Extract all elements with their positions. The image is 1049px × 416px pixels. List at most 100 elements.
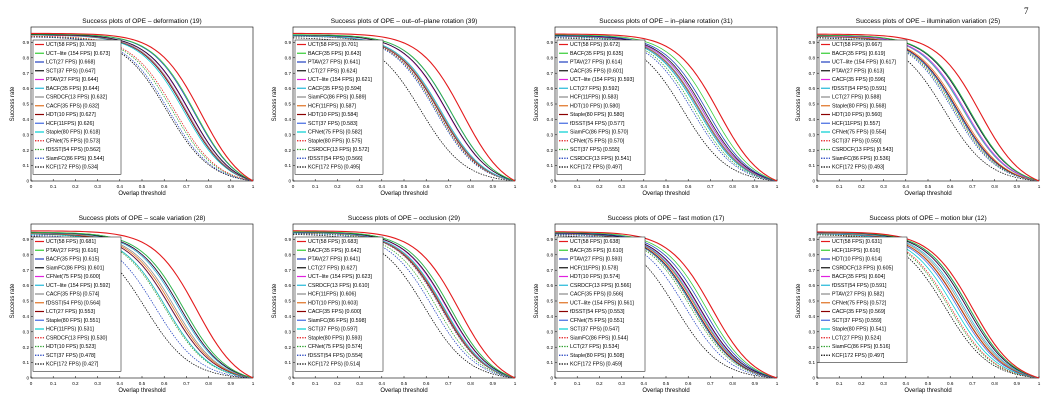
legend-entry: fDSST(54 FPS) [0.591] — [832, 86, 887, 92]
x-tick-label: 0.5 — [401, 381, 408, 386]
legend-entry: HCF(11FPS) [0.587] — [308, 103, 356, 109]
x-tick-label: 0.4 — [641, 184, 648, 189]
legend-entry: UCT–lite (154 FPS) [0.623] — [308, 274, 372, 280]
series-line — [30, 233, 254, 379]
legend-entry: CSRDCF(13 FPS) [0.566] — [570, 283, 631, 289]
x-tick-label: 0.4 — [379, 381, 386, 386]
y-tick-label: 0.9 — [285, 237, 292, 242]
chart-panel: Success plots of OPE – fast motion (17) 0… — [529, 212, 791, 402]
legend-entry: HDT(10 FPS) [0.523] — [46, 344, 96, 350]
legend-entry: fDSST(54 FPS) [0.553] — [570, 309, 625, 315]
x-tick-label: 1 — [514, 184, 517, 189]
x-tick-label: 0.3 — [880, 184, 887, 189]
chart-title: Success plots of OPE – occlusion (29) — [348, 215, 460, 222]
x-axis-label: Overlap threshold — [118, 388, 165, 394]
legend-entry: CACF(35 FPS) [0.594] — [308, 86, 362, 92]
x-tick-label: 0.6 — [423, 184, 430, 189]
legend-entry: LCT(27 FPS) [0.668] — [46, 60, 95, 66]
legend-entry: UCT–lite (154 FPS) [0.673] — [46, 51, 110, 57]
x-tick-label: 0.1 — [836, 381, 843, 386]
y-tick-label: 0 — [288, 179, 291, 184]
legend-entry: SCT(37 FPS) [0.478] — [46, 353, 96, 359]
legend-entry: HCF(11FPS) [0.583] — [570, 95, 618, 101]
y-tick-label: 0.8 — [285, 252, 292, 257]
y-tick-label: 0.7 — [285, 71, 292, 76]
y-tick-label: 0 — [288, 376, 291, 381]
legend-entry: UCT–lite (154 FPS) [0.593] — [570, 77, 634, 83]
y-tick-label: 0.9 — [23, 40, 30, 45]
chart-panel: Success plots of OPE – occlusion (29) 0 0.… — [267, 212, 529, 402]
x-tick-label: 0.9 — [490, 184, 497, 189]
legend-entry: BACF(35 FPS) [0.644] — [46, 86, 100, 92]
legend-entry: KCF(172 FPS) [0.534] — [46, 165, 99, 171]
x-tick-label: 0.7 — [707, 184, 714, 189]
y-tick-label: 0.1 — [547, 360, 554, 365]
legend-entry: BACF(35 FPS) [0.642] — [308, 248, 362, 254]
legend-entry: CFNet(75 FPS) [0.574] — [308, 344, 363, 350]
y-tick-label: 0.4 — [809, 117, 816, 122]
legend-entry: HDT(10 FPS) [0.560] — [832, 112, 882, 118]
y-tick-label: 0.6 — [285, 283, 292, 288]
x-tick-label: 0.9 — [1014, 184, 1021, 189]
y-tick-label: 0.5 — [285, 102, 292, 107]
x-tick-label: 0.2 — [858, 381, 865, 386]
legend-entry: Staple(80 FPS) [0.508] — [570, 353, 624, 359]
x-tick-label: 0 — [30, 184, 33, 189]
x-tick-label: 0.8 — [729, 184, 736, 189]
legend-entry: BACF(35 FPS) [0.643] — [308, 51, 362, 57]
legend-box — [294, 236, 384, 372]
success-plot: Success plots of OPE – in–plane rotation… — [534, 18, 779, 197]
y-tick-label: 0.5 — [809, 102, 816, 107]
y-tick-label: 0.7 — [23, 268, 30, 273]
x-axis-label: Overlap threshold — [642, 388, 689, 394]
legend-entry: BACF(35 FPS) [0.615] — [46, 257, 100, 263]
legend-entry: CACF(35 FPS) [0.596] — [832, 77, 886, 83]
x-tick-label: 0.2 — [858, 184, 865, 189]
legend-entry: CACF(35 FPS) [0.600] — [308, 309, 362, 315]
y-tick-label: 0.2 — [23, 345, 30, 350]
page-number: 7 — [1024, 6, 1029, 16]
x-tick-label: 0 — [816, 184, 819, 189]
y-tick-label: 0 — [550, 376, 553, 381]
chart-title: Success plots of OPE – in–plane rotation… — [599, 18, 732, 25]
legend-entry: BACF(35 FPS) [0.604] — [832, 274, 886, 280]
legend-entry: CFNet(75 FPS) [0.551] — [570, 318, 625, 324]
legend-entry: CFNet(75 FPS) [0.573] — [46, 138, 101, 144]
y-axis-label: Success rate — [10, 283, 16, 318]
y-tick-label: 0.2 — [809, 148, 816, 153]
y-tick-label: 0.1 — [285, 163, 292, 168]
legend-entry: PTAV(27 FPS) [0.644] — [46, 77, 98, 83]
series-line — [292, 234, 516, 379]
legend-entry: SCT(37 FPS) [0.597] — [308, 327, 358, 333]
series-line — [30, 35, 254, 182]
y-tick-label: 0.6 — [23, 86, 30, 91]
x-tick-label: 0.9 — [490, 381, 497, 386]
y-tick-label: 0.3 — [809, 132, 816, 137]
success-plot: Success plots of OPE – out–of–plane rota… — [272, 18, 517, 197]
y-axis-label: Success rate — [796, 86, 802, 121]
legend-entry: HDT(10 FPS) [0.584] — [308, 112, 358, 118]
chart-panel: Success plots of OPE – in–plane rotation… — [529, 15, 791, 205]
legend: UCT(58 FPS) [0.631] HCF(11FPS) [0.616] HDT… — [818, 236, 908, 363]
y-tick-label: 0.7 — [809, 268, 816, 273]
x-tick-label: 0.3 — [880, 381, 887, 386]
legend-entry: KCF(172 FPS) [0.514] — [308, 362, 361, 368]
chart-title: Success plots of OPE – motion blur (12) — [869, 215, 986, 222]
x-tick-label: 0.8 — [991, 184, 998, 189]
series-line — [554, 36, 778, 182]
x-tick-label: 1 — [1038, 184, 1041, 189]
legend-entry: HDT(10 FPS) [0.627] — [46, 112, 96, 118]
series-line — [292, 32, 516, 182]
legend-entry: HCF(11FPS) [0.531] — [46, 327, 94, 333]
y-tick-label: 0.6 — [809, 86, 816, 91]
series-line — [554, 232, 778, 379]
success-plot: Success plots of OPE – fast motion (17) 0… — [534, 215, 779, 394]
legend-entry: PTAV(27 FPS) [0.613] — [832, 68, 884, 74]
x-axis-label: Overlap threshold — [380, 388, 427, 394]
legend-entry: LCT(27 FPS) [0.627] — [308, 265, 357, 271]
legend-entry: Staple(80 FPS) [0.580] — [570, 112, 624, 118]
x-tick-label: 1 — [776, 381, 779, 386]
x-axis-label: Overlap threshold — [904, 388, 951, 394]
y-tick-label: 0.1 — [285, 360, 292, 365]
series-line — [292, 35, 516, 182]
